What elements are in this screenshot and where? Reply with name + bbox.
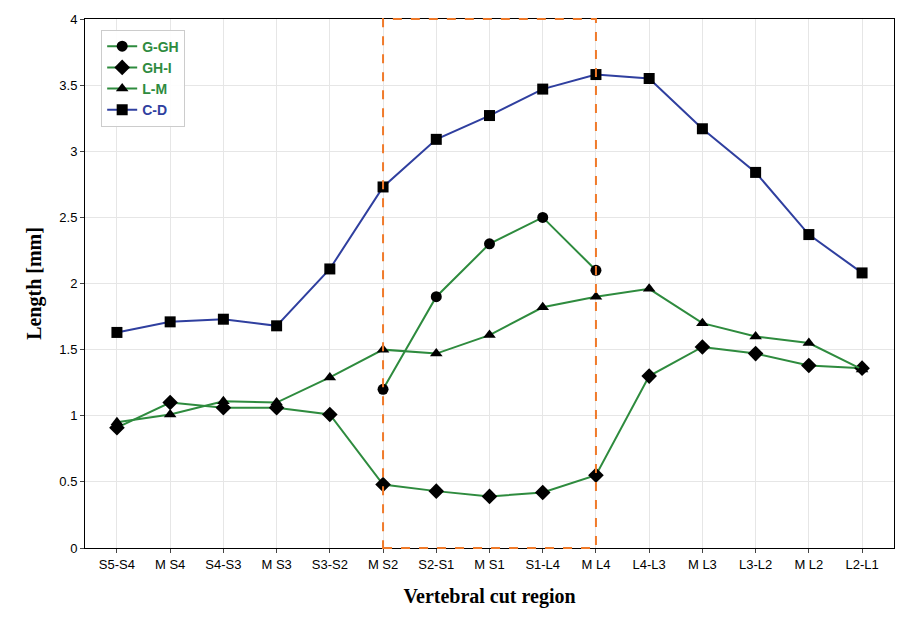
svg-text:0.5: 0.5 xyxy=(59,474,77,489)
svg-text:M L2: M L2 xyxy=(794,557,823,572)
svg-text:Length [mm]: Length [mm] xyxy=(23,227,46,340)
svg-text:S3-S2: S3-S2 xyxy=(312,557,348,572)
svg-text:L3-L2: L3-L2 xyxy=(739,557,772,572)
svg-text:2: 2 xyxy=(70,276,77,291)
svg-text:1.5: 1.5 xyxy=(59,342,77,357)
svg-text:S5-S4: S5-S4 xyxy=(99,557,135,572)
svg-text:M L4: M L4 xyxy=(581,557,610,572)
svg-text:1: 1 xyxy=(70,408,77,423)
svg-text:M L3: M L3 xyxy=(688,557,717,572)
svg-text:S1-L4: S1-L4 xyxy=(525,557,560,572)
svg-text:3.5: 3.5 xyxy=(59,78,77,93)
svg-text:Vertebral cut region: Vertebral cut region xyxy=(403,585,575,608)
svg-text:2.5: 2.5 xyxy=(59,210,77,225)
svg-text:S4-S3: S4-S3 xyxy=(205,557,241,572)
svg-text:4: 4 xyxy=(70,12,77,27)
svg-text:3: 3 xyxy=(70,144,77,159)
svg-text:L4-L3: L4-L3 xyxy=(633,557,666,572)
svg-text:S2-S1: S2-S1 xyxy=(418,557,454,572)
svg-text:M S1: M S1 xyxy=(474,557,504,572)
svg-text:G-GH: G-GH xyxy=(142,39,179,55)
svg-text:GH-I: GH-I xyxy=(142,60,172,76)
svg-text:L-M: L-M xyxy=(142,81,167,97)
svg-text:M S4: M S4 xyxy=(155,557,185,572)
svg-text:C-D: C-D xyxy=(142,102,167,118)
svg-text:M S3: M S3 xyxy=(261,557,291,572)
svg-text:M S2: M S2 xyxy=(368,557,398,572)
svg-text:L2-L1: L2-L1 xyxy=(845,557,878,572)
svg-text:0: 0 xyxy=(70,541,77,556)
